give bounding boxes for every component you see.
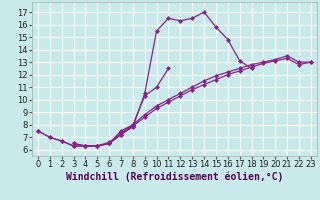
X-axis label: Windchill (Refroidissement éolien,°C): Windchill (Refroidissement éolien,°C): [66, 172, 283, 182]
